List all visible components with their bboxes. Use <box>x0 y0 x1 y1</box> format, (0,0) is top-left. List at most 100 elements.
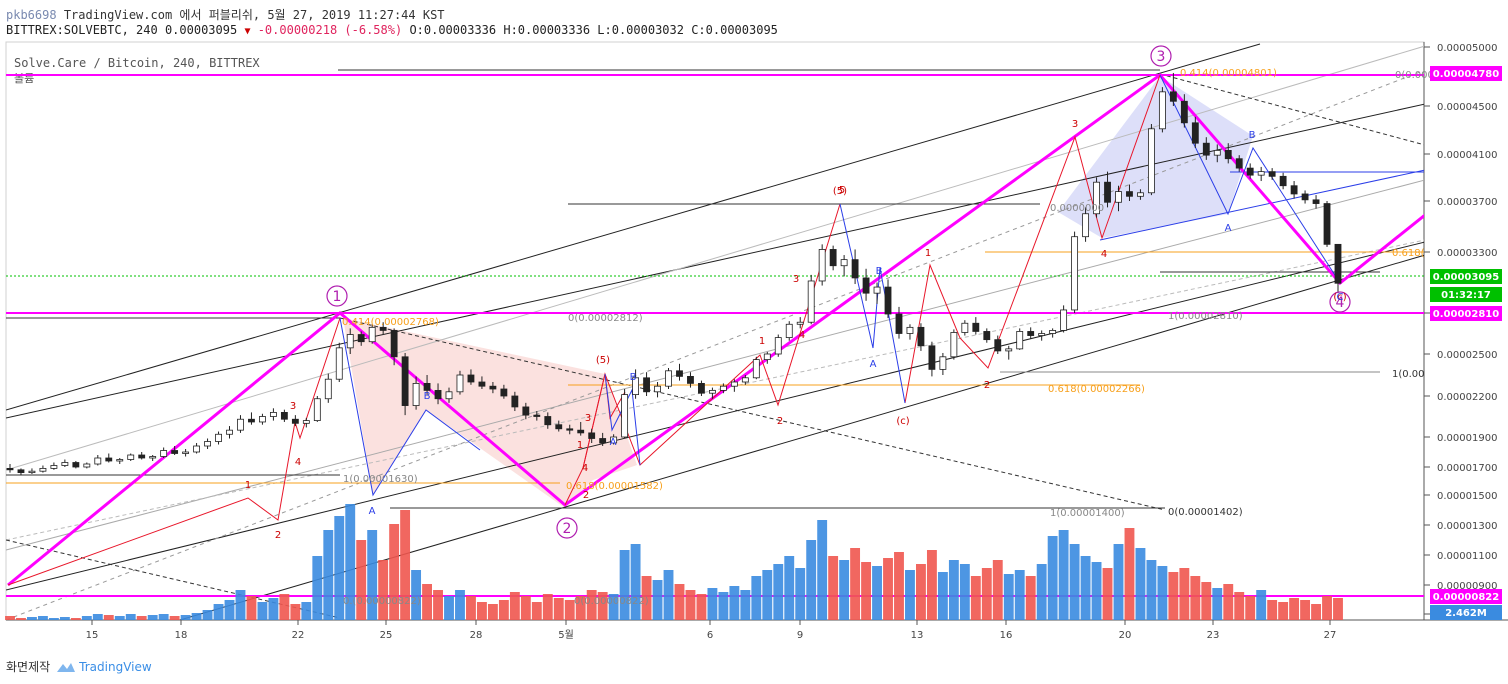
volume-bar <box>1333 598 1343 620</box>
volume-bar <box>1102 568 1113 620</box>
volume-bar <box>125 614 136 620</box>
volume-bar <box>685 590 696 620</box>
wave-label-main-2-circle <box>556 517 578 539</box>
candle-body <box>862 277 870 294</box>
candle-body <box>28 470 36 474</box>
volume-bar <box>718 592 729 620</box>
volume-bar <box>509 592 520 620</box>
volume-bar <box>553 598 564 620</box>
volume-bar <box>751 576 762 620</box>
y-tick-label: 0.00001700 <box>1437 463 1497 474</box>
y-tick-label: 0.00001300 <box>1437 521 1497 532</box>
candle-body <box>412 382 420 406</box>
candle-body <box>1334 243 1342 284</box>
price-tag-label: 0.00000822 <box>1433 592 1499 603</box>
volume-bar <box>444 596 454 620</box>
x-tick-label: 25 <box>380 630 393 641</box>
volume-bar <box>92 614 103 620</box>
volume-bar <box>641 576 652 620</box>
wave-label-main-4-circle <box>1329 291 1351 313</box>
y-tick-label: 0.00001500 <box>1437 491 1497 502</box>
volume-bar <box>191 613 202 620</box>
volume-bar <box>27 617 37 620</box>
tradingview-icon <box>57 662 76 672</box>
candle-body <box>445 391 453 400</box>
candle-body <box>401 356 409 406</box>
candle-body <box>807 280 815 323</box>
tradingview-logo[interactable]: TradingView <box>56 660 152 674</box>
volume-bar <box>1201 582 1212 620</box>
channel-lower-1 <box>6 241 1424 591</box>
candle-body <box>390 330 398 358</box>
blue-abc-4 <box>1159 74 1341 284</box>
candle-body <box>500 388 508 397</box>
candle-body <box>763 353 771 360</box>
red-subwave-3 <box>904 74 1161 404</box>
candle-body <box>1235 158 1243 169</box>
volume-bar <box>400 510 411 620</box>
wave-label-sub-red: 3 <box>585 413 591 424</box>
candle-body <box>566 428 574 431</box>
candle-body <box>698 382 705 394</box>
candle-body <box>324 378 332 400</box>
volume-bar <box>1322 596 1332 620</box>
candle-body <box>1060 309 1068 331</box>
candle-body <box>280 411 288 420</box>
volume-bar <box>169 616 180 620</box>
main-wave-line <box>7 72 1424 587</box>
candle-body <box>950 332 958 358</box>
fib-label: 1(0.00001630) <box>343 474 418 485</box>
volume-bar <box>1190 576 1201 620</box>
wave-label-sub-blue: B <box>630 372 637 383</box>
candle-body <box>182 451 190 454</box>
candle-body <box>1005 348 1013 352</box>
candle-body <box>1257 171 1265 176</box>
volume-bar <box>773 564 784 620</box>
wave-label-main-4: 4 <box>1336 295 1345 311</box>
wave-label-sub-red: 4 <box>295 457 301 468</box>
candle-body <box>818 249 826 282</box>
volume-bar <box>455 590 465 620</box>
wave-label-sub-blue: B <box>876 266 883 277</box>
candle-body <box>171 450 179 454</box>
candles <box>6 72 1342 476</box>
candle-body <box>149 456 157 459</box>
candle-body <box>873 286 881 294</box>
fib-label: 0.414(0.00002768) <box>342 317 439 328</box>
wave-label-sub-red: 3 <box>290 401 296 412</box>
candle-body <box>741 377 749 383</box>
wave-label-sub-red: 2 <box>777 416 783 427</box>
wave-label-sub-blue: B <box>424 391 431 402</box>
candle-body <box>1246 167 1254 176</box>
wave-label-main-3: 3 <box>1157 49 1166 65</box>
volume-bar <box>224 600 235 620</box>
volume-bar <box>652 580 663 620</box>
volume-bar <box>235 590 246 620</box>
x-axis: 15 18 22 25 28 5월 6 9 13 16 20 23 27 <box>86 620 1336 641</box>
volume-bar <box>1179 568 1190 620</box>
volume-bar <box>1058 530 1069 620</box>
volume-bar <box>1234 592 1245 620</box>
wave-label-paren: (c) <box>896 416 909 427</box>
y-tick-label: 0.00001900 <box>1437 433 1497 444</box>
candle-body <box>1016 331 1024 350</box>
volume-bar <box>828 556 839 620</box>
volume-bar <box>1245 596 1256 620</box>
candle-body <box>61 462 69 466</box>
price-tag <box>1430 605 1502 620</box>
candle-body <box>906 326 914 334</box>
price-tag-label: 2.462M <box>1445 608 1487 619</box>
volume-bar <box>564 600 575 620</box>
wave-label-sub-red: 3 <box>793 274 799 285</box>
username[interactable]: pkb6698 <box>6 8 57 22</box>
candle-body <box>895 313 903 334</box>
candle-body <box>752 359 760 379</box>
volume-bar <box>1014 570 1025 620</box>
volume-bar <box>696 594 707 620</box>
volume-bars <box>5 504 1343 620</box>
volume-bar <box>202 610 213 620</box>
wave-label-sub-red: 3 <box>1072 119 1078 130</box>
volume-bar <box>839 560 850 620</box>
volume-bar <box>1080 556 1091 620</box>
